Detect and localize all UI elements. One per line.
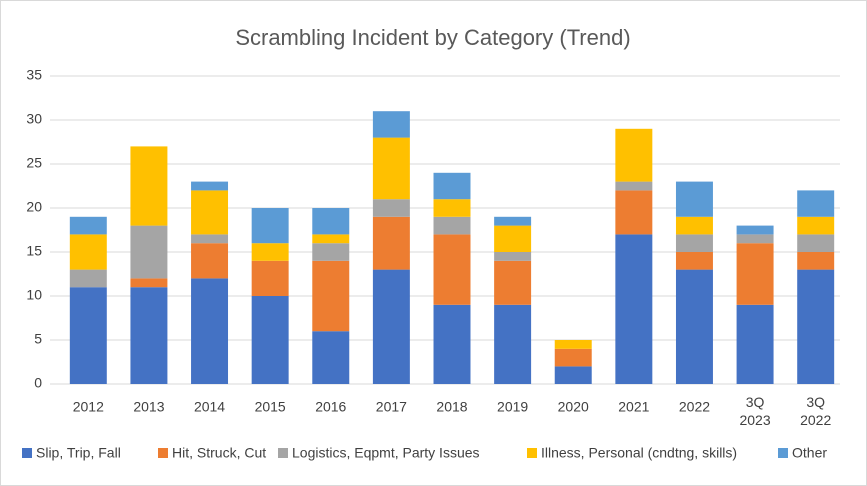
x-tick-label: 2014 [194,399,225,415]
legend-swatch [527,448,537,458]
bar-segment [433,216,471,235]
bar-segment [251,208,289,244]
bar-segment [433,304,471,384]
bar-segment [130,225,168,279]
x-tick-label: 2019 [497,399,528,415]
chart-title: Scrambling Incident by Category (Trend) [235,25,630,50]
x-tick-label: 2021 [618,399,649,415]
x-tick-label: 2012 [73,399,104,415]
bar-segment [372,269,410,384]
bar-segment [312,208,350,235]
bar-segment [554,348,592,367]
x-tick-label: 2022 [679,399,710,415]
bar-segment [191,181,229,191]
y-tick-label: 5 [34,331,42,347]
x-tick-label: 2017 [376,399,407,415]
bar-segment [312,243,350,261]
bar-segment [797,234,835,252]
y-tick-label: 15 [26,243,42,259]
legend-label: Slip, Trip, Fall [36,445,121,461]
bar-segment [433,234,471,305]
bar-segment [797,252,835,270]
y-tick-label: 30 [26,111,42,127]
bar-segment [675,234,713,252]
bar-segment [130,146,168,226]
bar-segment [312,234,350,244]
y-tick-label: 35 [26,67,42,83]
bar-segment [736,304,774,384]
legend-label: Illness, Personal (cndtng, skills) [541,445,737,461]
y-tick-label: 10 [26,287,42,303]
x-tick-label: 2013 [133,399,164,415]
bar-segment [736,243,774,305]
legend-swatch [778,448,788,458]
bar-segment [130,278,168,288]
bar-segment [130,287,168,384]
bar-segment [372,111,410,138]
bar-segment [797,269,835,384]
bar-segment [675,252,713,270]
bar-segment [554,366,592,384]
bar-segment [494,252,532,261]
bar-segment [554,340,592,349]
bar-segment [251,260,289,296]
bar-segment [372,199,410,217]
bar-segment [312,331,350,384]
bar-segment [312,260,350,332]
bar-segment [797,216,835,235]
bar-segment [736,234,774,244]
y-tick-label: 20 [26,199,42,215]
bar-segment [191,243,229,279]
bar-segment [69,216,107,235]
bar-segment [494,304,532,384]
bar-segment [69,234,107,270]
y-tick-label: 25 [26,155,42,171]
legend-swatch [278,448,288,458]
bar-segment [675,269,713,384]
bar-segment [372,137,410,200]
bar-segment [494,216,532,226]
bar-segment [615,128,653,182]
bar-segment [797,190,835,217]
x-tick-label: 3Q 2022 [800,394,831,428]
bar-segment [494,225,532,252]
legend-label: Other [792,445,827,461]
bar-segment [433,199,471,217]
bar-segment [736,225,774,235]
bar-segment [191,234,229,244]
bar-segment [69,269,107,288]
bar-segment [615,181,653,191]
bar-segment [251,296,289,384]
bar-segment [69,287,107,384]
bar-segment [615,234,653,384]
legend-label: Logistics, Eqpmt, Party Issues [292,445,480,461]
legend-label: Hit, Struck, Cut [172,445,266,461]
x-tick-label: 2020 [558,399,589,415]
x-tick-label: 2018 [436,399,467,415]
bar-segment [191,278,229,384]
bar-segment [372,216,410,270]
x-tick-label: 2015 [255,399,286,415]
bar-segment [494,260,532,305]
x-tick-label: 3Q 2023 [739,394,770,428]
legend-swatch [22,448,32,458]
x-tick-label: 2016 [315,399,346,415]
bar-segment [191,190,229,235]
bar-segment [675,216,713,235]
bar-segment [433,172,471,200]
y-tick-label: 0 [34,375,42,391]
bar-segment [675,181,713,217]
bar-segment [615,190,653,235]
bar-segment [251,243,289,261]
legend-swatch [158,448,168,458]
